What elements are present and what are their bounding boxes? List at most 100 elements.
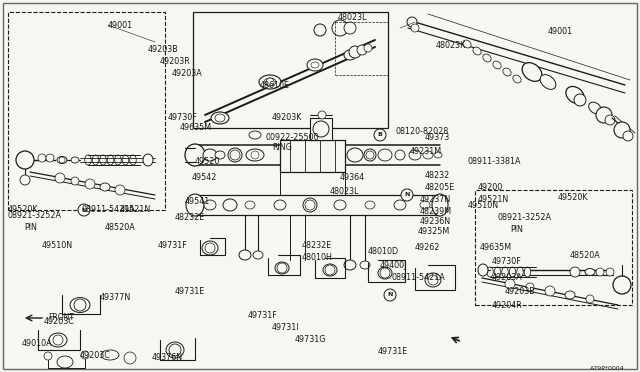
Ellipse shape [70,298,90,312]
Ellipse shape [130,155,136,165]
Text: 48232: 48232 [425,170,451,180]
Circle shape [526,283,534,291]
Text: 49731E: 49731E [175,288,205,296]
Text: 49731E: 49731E [378,347,408,356]
Ellipse shape [585,269,595,276]
Circle shape [605,115,615,125]
Ellipse shape [589,102,602,114]
Ellipse shape [239,250,251,260]
Text: 49520K: 49520K [558,193,589,202]
Ellipse shape [275,262,289,274]
Circle shape [266,78,274,86]
Text: 49520K: 49520K [8,205,38,215]
Ellipse shape [513,75,521,83]
Circle shape [545,286,555,296]
Text: 49373: 49373 [425,134,451,142]
Text: N: N [404,192,410,198]
Circle shape [332,20,348,36]
Text: 48520A: 48520A [570,250,601,260]
Text: 49203B: 49203B [148,45,179,55]
Ellipse shape [378,149,392,161]
Ellipse shape [215,114,225,122]
Ellipse shape [259,75,281,89]
Circle shape [230,150,240,160]
Text: 48010H: 48010H [302,253,333,263]
Text: 49731F: 49731F [248,311,278,320]
Ellipse shape [274,200,286,210]
Ellipse shape [202,241,218,255]
Text: 49262: 49262 [415,244,440,253]
Ellipse shape [487,267,493,277]
Circle shape [613,276,631,294]
Text: 48232E: 48232E [175,214,205,222]
Text: B: B [378,132,383,138]
Text: 48023K: 48023K [436,41,467,49]
Bar [475,190,632,305]
Text: 49730F: 49730F [492,257,522,266]
Ellipse shape [463,40,471,48]
Text: FRONT: FRONT [48,314,74,323]
Circle shape [305,200,315,210]
Circle shape [614,122,630,138]
Text: 49635M: 49635M [480,244,512,253]
Text: 49542: 49542 [192,173,218,183]
Circle shape [251,151,259,159]
Text: 48520A: 48520A [105,224,136,232]
Ellipse shape [409,150,421,160]
Ellipse shape [478,264,488,276]
Text: 08911-5421A: 08911-5421A [82,205,136,215]
Ellipse shape [185,144,205,166]
Text: RING: RING [272,144,292,153]
Ellipse shape [186,194,204,216]
Bar [310,118,332,140]
Ellipse shape [223,199,237,211]
Ellipse shape [323,264,337,276]
Text: 49237N: 49237N [420,196,451,205]
Circle shape [313,121,329,137]
Text: 48232E: 48232E [302,241,332,250]
Text: 49521N: 49521N [120,205,151,215]
Text: 49376N: 49376N [152,353,183,362]
Ellipse shape [394,200,406,210]
Circle shape [401,189,413,201]
Text: 49231M: 49231M [410,148,442,157]
Circle shape [318,111,326,119]
Ellipse shape [204,200,216,210]
Circle shape [277,263,287,273]
Circle shape [384,289,396,301]
Circle shape [81,351,89,359]
Text: 00922-25500: 00922-25500 [266,134,319,142]
Ellipse shape [203,149,217,161]
Ellipse shape [143,154,153,166]
Circle shape [570,267,580,277]
Ellipse shape [166,342,184,358]
Ellipse shape [253,251,263,259]
Ellipse shape [57,157,67,164]
Text: 49731G: 49731G [295,336,326,344]
Circle shape [16,151,34,169]
Ellipse shape [122,155,129,165]
Text: N: N [387,292,393,298]
Ellipse shape [494,267,500,277]
Circle shape [364,44,372,52]
Ellipse shape [364,149,376,161]
Ellipse shape [434,152,442,158]
Circle shape [44,352,52,360]
Ellipse shape [49,333,67,347]
Circle shape [169,344,181,356]
Text: A79P*0004: A79P*0004 [590,366,625,371]
Ellipse shape [360,261,370,269]
Ellipse shape [100,183,110,191]
Text: 49203A: 49203A [492,273,523,282]
Ellipse shape [108,155,114,165]
Text: 49200: 49200 [478,183,503,192]
Text: 49204R: 49204R [492,301,523,310]
Ellipse shape [314,24,326,36]
Circle shape [411,24,419,32]
Text: 49203B: 49203B [505,288,536,296]
Circle shape [38,154,46,162]
Ellipse shape [493,61,501,69]
Text: 49730F: 49730F [168,113,198,122]
Text: N: N [81,208,86,212]
Text: PIN: PIN [24,224,37,232]
